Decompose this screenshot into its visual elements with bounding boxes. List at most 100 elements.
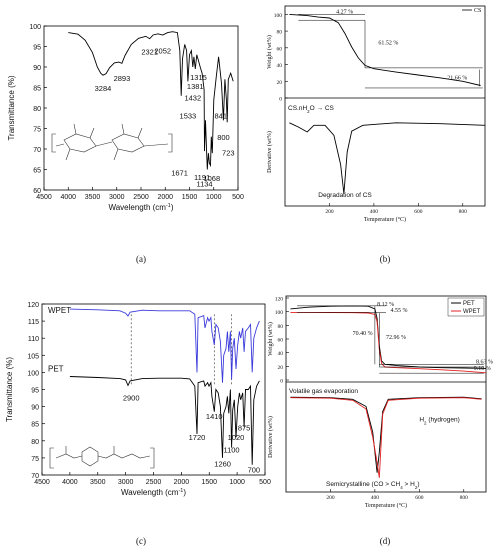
tga-line <box>289 13 481 86</box>
pet-line <box>69 376 260 465</box>
y-tick-label: 120 <box>27 302 39 309</box>
peak-label: 1432 <box>184 94 201 103</box>
peak-label: 1134 <box>196 180 212 189</box>
x-axis-label-superscript: -1 <box>178 488 183 494</box>
peak-label: 1720 <box>189 433 206 442</box>
x-tick-label: 1500 <box>182 194 198 201</box>
peak-label: 1260 <box>214 459 231 468</box>
annotation-label: H2 (hydrogen) <box>419 417 459 426</box>
x-axis-label-end: ) <box>183 488 186 497</box>
x-tick-label: 500 <box>232 194 244 201</box>
peak-label: 1020 <box>228 433 245 442</box>
bonds <box>55 446 151 459</box>
y-tick-label: 115 <box>28 319 39 326</box>
x-axis-label-end: ) <box>171 203 174 212</box>
y-tick-label: 65 <box>33 168 41 175</box>
bonds <box>55 123 169 161</box>
legend-label-pet: PET <box>463 301 475 307</box>
y-tick-label: 80 <box>278 324 284 330</box>
x-tick-label: 4000 <box>60 194 76 201</box>
y-axis-label-top: Weight (wt%) <box>266 35 273 69</box>
x-tick-label: 400 <box>370 209 379 215</box>
y-tick-label: 85 <box>33 86 41 93</box>
y-tick-label: 60 <box>33 188 41 195</box>
chitosan-structure-icon <box>51 123 173 161</box>
annotation-label: 70.40 % <box>353 331 373 337</box>
x-tick-label: 500 <box>259 479 271 486</box>
x-axis-label: Temperature (°C) <box>364 216 406 223</box>
x-tick-label: 800 <box>460 495 469 501</box>
y-tick-label: 80 <box>277 30 283 36</box>
x-axis-label: Wavelength (cm-1) <box>121 488 186 497</box>
y-tick-label: 80 <box>31 439 39 446</box>
peak-label: 700 <box>248 465 261 474</box>
x-tick-label: 800 <box>459 209 468 215</box>
legend-label-wpet: WPET <box>463 309 481 315</box>
bracket-right <box>168 133 173 153</box>
chart-d: 0 20 40 60 80 100 120 200 400 600 800 Temperature (… <box>267 295 493 509</box>
caption-b: (b) <box>380 254 391 264</box>
y-tick-label: 80 <box>33 106 41 113</box>
y-tick-label: 100 <box>27 370 39 377</box>
y-tick-label: 0 <box>280 379 283 385</box>
x-axis-label-superscript: -1 <box>166 203 171 209</box>
x-tick-label: 1000 <box>229 479 245 486</box>
y-tick-label: 20 <box>278 365 284 371</box>
pet-dtg-line <box>290 396 482 473</box>
x-tick-label: 600 <box>414 209 423 215</box>
x-tick-label: 3000 <box>109 194 125 201</box>
y-tick-label: 75 <box>33 127 41 134</box>
ring-2 <box>111 133 145 153</box>
peak-label: 1410 <box>206 412 223 421</box>
pet-structure-icon <box>49 446 155 469</box>
x-tick-label: 1500 <box>201 479 217 486</box>
series-label-wpet: WPET <box>48 306 71 315</box>
plot-frame <box>284 5 486 207</box>
annotation-label-end: O → CS <box>310 105 335 112</box>
annotation-label-mid: > H <box>403 481 415 488</box>
y-tick-label: 120 <box>275 297 284 303</box>
bracket-right <box>150 447 155 469</box>
peak-label: 1671 <box>171 169 188 178</box>
chart-a: 60 65 70 75 80 85 90 95 100 4500 4000 3500 3000 2500 2… <box>7 24 244 212</box>
y-tick-label: 95 <box>31 388 39 395</box>
x-axis-label: Wavelength (cm-1) <box>108 203 173 212</box>
y-tick-label: 40 <box>277 63 283 69</box>
peak-label: 875 <box>238 424 251 433</box>
x-tick-label: 3500 <box>90 479 106 486</box>
annotation-label: 4.55 % <box>390 308 407 314</box>
ring-1 <box>63 133 97 153</box>
caption-c: (c) <box>136 536 146 546</box>
annotation-label: 21.66 % <box>447 76 467 82</box>
x-tick-label: 2000 <box>174 479 190 486</box>
y-tick-label: 110 <box>28 336 39 343</box>
peak-label: 723 <box>222 149 235 158</box>
annotation-label: 72.96 % <box>386 335 406 341</box>
x-tick-label: 4500 <box>34 479 50 486</box>
y-tick-label: 40 <box>278 351 284 357</box>
y-axis-label: Transmittance (%) <box>5 357 14 422</box>
peak-label: 1068 <box>203 174 220 183</box>
x-tick-label: 200 <box>326 495 335 501</box>
y-axis-label-bottom: Derivative (wt%) <box>267 416 274 458</box>
peak-label: 2052 <box>154 46 171 55</box>
annotation-guides <box>297 305 484 374</box>
peak-label: 1100 <box>223 445 239 454</box>
dtg-line <box>289 122 486 194</box>
caption-d: (d) <box>380 536 391 546</box>
annotation-label: 9.10 % <box>474 366 491 372</box>
subscript: 4 <box>400 485 403 490</box>
y-tick-label: 95 <box>33 45 41 52</box>
y-tick-label: 20 <box>277 80 283 86</box>
x-axis-label: Temperature (°C) <box>365 502 407 509</box>
peak-label: 1191 <box>194 173 210 182</box>
x-tick-label: 200 <box>325 209 334 215</box>
annotation-label: 8.12 % <box>377 302 394 308</box>
y-tick-label: 0 <box>279 97 282 103</box>
x-tick-label: 600 <box>415 495 424 501</box>
peak-label: 1533 <box>180 111 197 120</box>
y-tick-label: 70 <box>31 473 39 480</box>
subscript: 2 <box>415 485 418 490</box>
peak-label: 2900 <box>123 393 140 402</box>
peak-label: 1315 <box>190 73 207 82</box>
